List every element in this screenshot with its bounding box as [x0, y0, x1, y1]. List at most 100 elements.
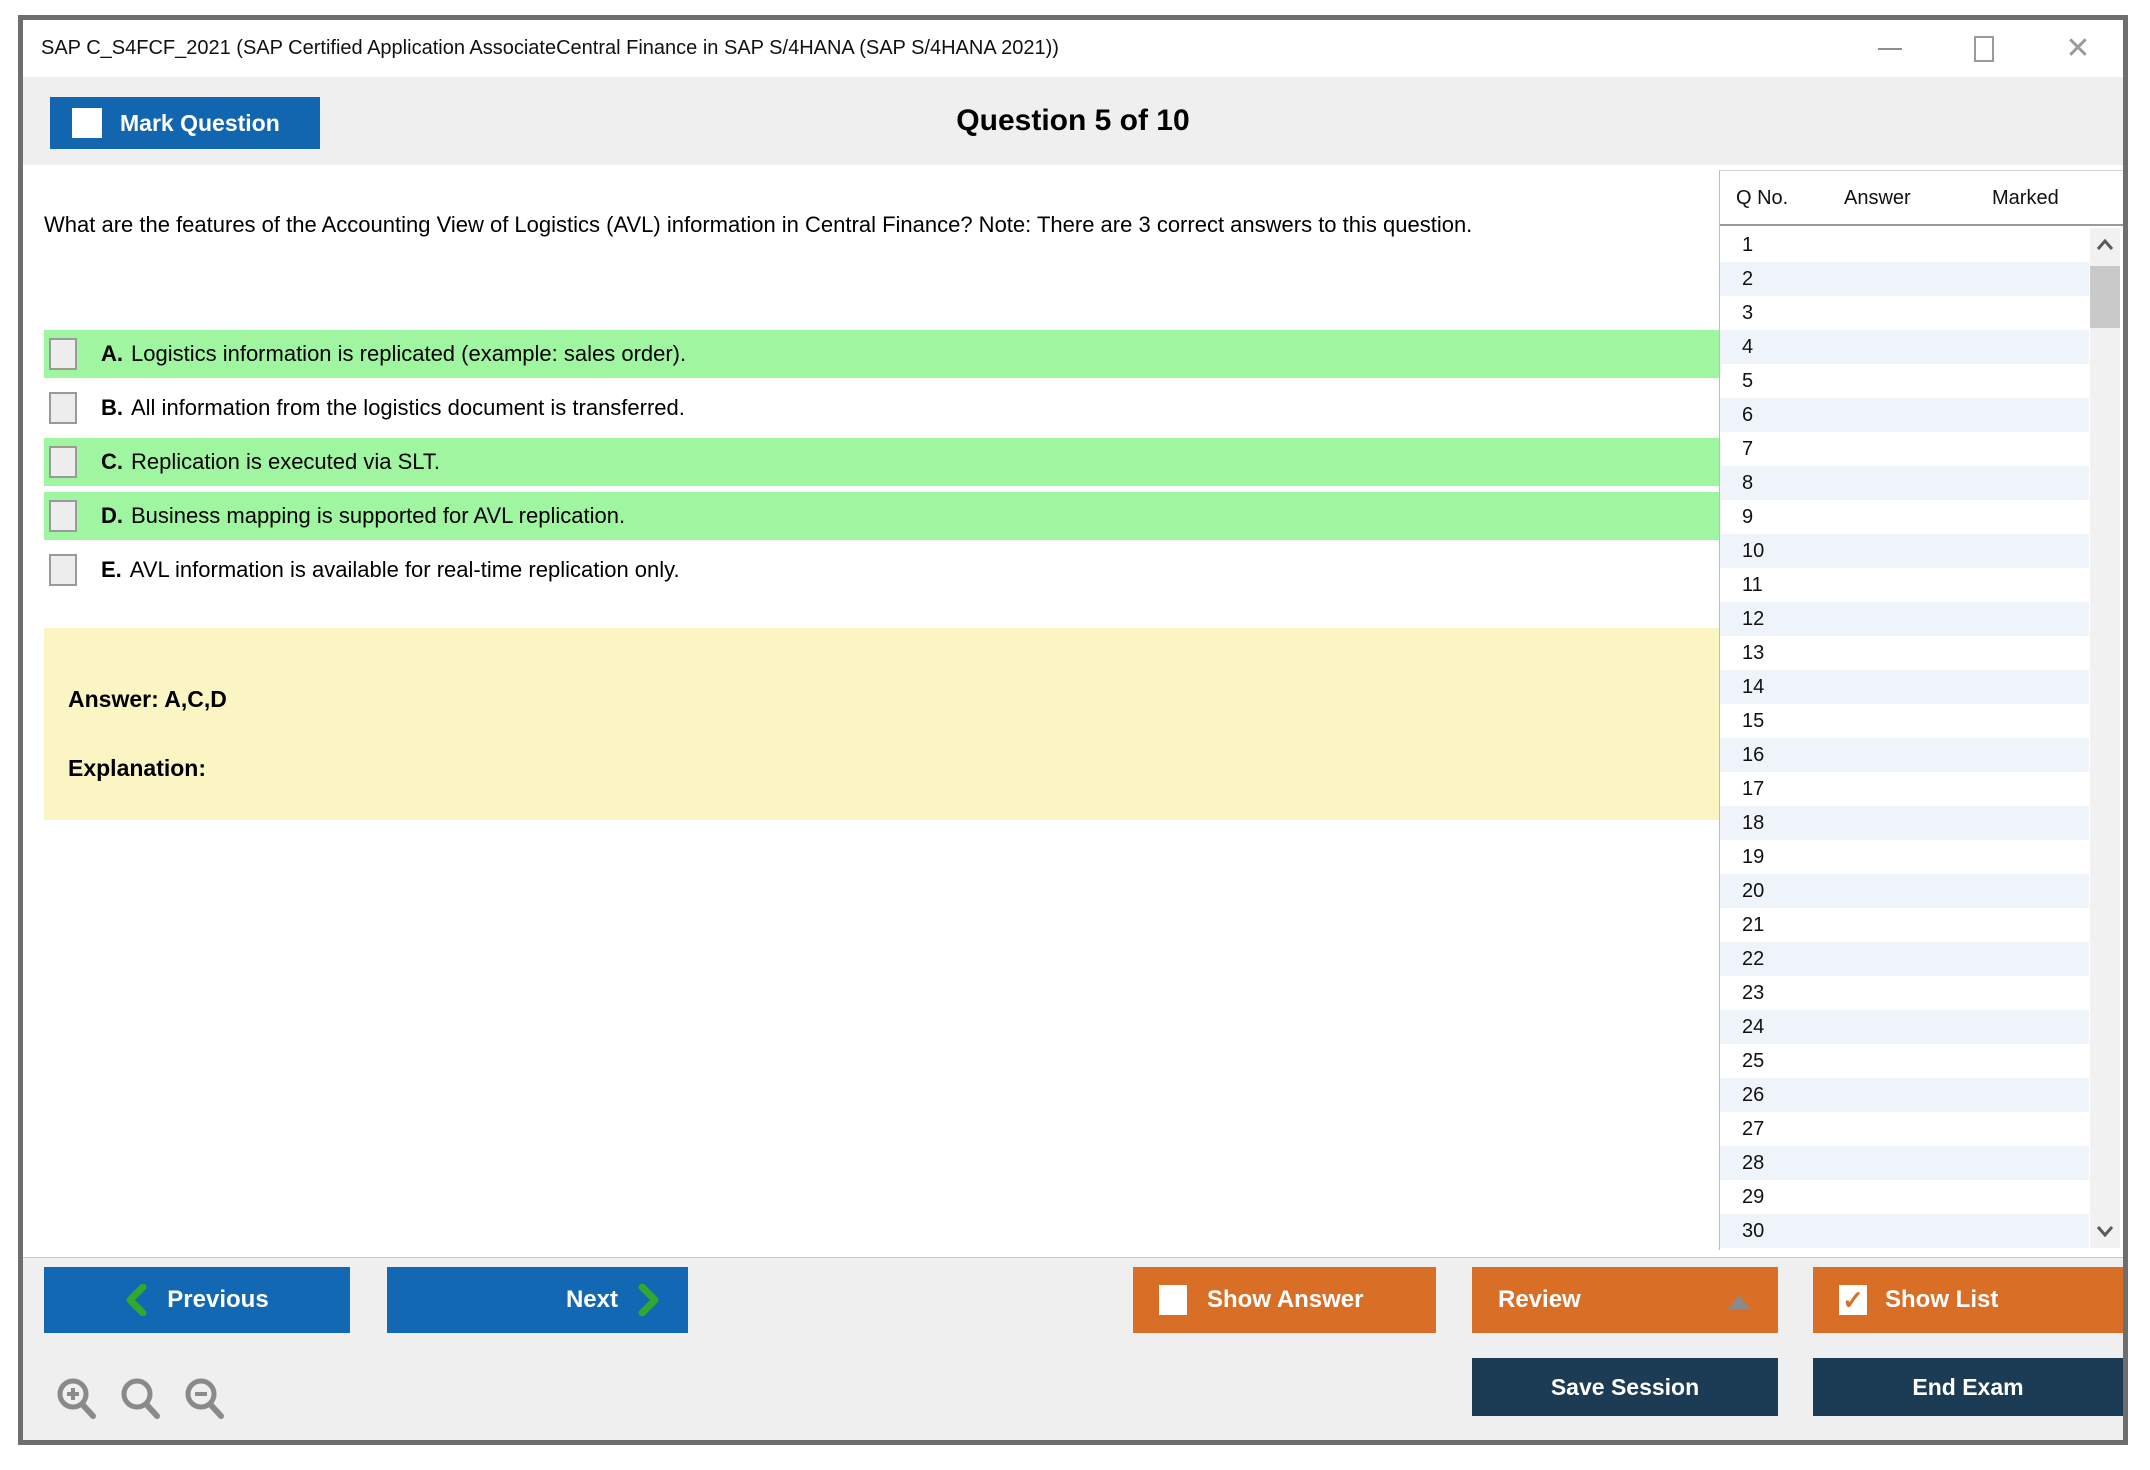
show-answer-button[interactable]: Show Answer: [1133, 1267, 1436, 1333]
question-list-row[interactable]: 14: [1720, 670, 2089, 704]
show-answer-checkbox[interactable]: [1159, 1285, 1187, 1315]
question-list-row[interactable]: 28: [1720, 1146, 2089, 1180]
review-button[interactable]: Review: [1472, 1267, 1778, 1333]
question-list-row[interactable]: 17: [1720, 772, 2089, 806]
caret-up-icon: [1728, 1295, 1750, 1309]
previous-label: Previous: [167, 1286, 269, 1313]
row-question-number: 8: [1742, 471, 1754, 494]
question-list-row[interactable]: 24: [1720, 1010, 2089, 1044]
answer-box: Answer: A,C,D Explanation:: [44, 628, 1720, 820]
question-list-row[interactable]: 10: [1720, 534, 2089, 568]
scroll-down-icon[interactable]: [2090, 1216, 2120, 1246]
question-list-row[interactable]: 22: [1720, 942, 2089, 976]
zoom-in-icon[interactable]: [53, 1376, 101, 1424]
answer-option[interactable]: C. Replication is executed via SLT.: [44, 438, 1720, 486]
question-list-row[interactable]: 19: [1720, 840, 2089, 874]
question-list-row[interactable]: 20: [1720, 874, 2089, 908]
row-question-number: 5: [1742, 369, 1754, 392]
option-letter: E.: [101, 557, 122, 582]
question-list-row[interactable]: 23: [1720, 976, 2089, 1010]
question-list-row[interactable]: 18: [1720, 806, 2089, 840]
show-list-checkbox[interactable]: ✓: [1839, 1285, 1867, 1315]
question-list-row[interactable]: 11: [1720, 568, 2089, 602]
column-header-qno: Q No.: [1736, 187, 1789, 209]
question-list-row[interactable]: 25: [1720, 1044, 2089, 1078]
row-question-number: 18: [1742, 811, 1765, 834]
mark-question-button[interactable]: Mark Question: [50, 97, 320, 149]
question-list-row[interactable]: 15: [1720, 704, 2089, 738]
column-header-marked: Marked: [1992, 187, 2059, 209]
row-question-number: 21: [1742, 913, 1765, 936]
option-letter: B.: [101, 395, 123, 420]
header-strip: Question 5 of 10 Mark Question: [23, 77, 2123, 165]
row-question-number: 14: [1742, 675, 1765, 698]
zoom-toolbar: [53, 1376, 229, 1424]
question-list-row[interactable]: 9: [1720, 500, 2089, 534]
option-text: Logistics information is replicated (exa…: [131, 341, 687, 366]
end-exam-label: End Exam: [1912, 1373, 2024, 1400]
question-list-row[interactable]: 2: [1720, 262, 2089, 296]
question-list-row[interactable]: 1: [1720, 228, 2089, 262]
question-list-scrollbar[interactable]: [2090, 228, 2120, 1248]
answer-text: Answer: A,C,D: [68, 686, 227, 712]
row-question-number: 19: [1742, 845, 1765, 868]
maximize-icon[interactable]: [1969, 34, 1999, 64]
question-list-row[interactable]: 3: [1720, 296, 2089, 330]
answer-option[interactable]: D. Business mapping is supported for AVL…: [44, 492, 1720, 540]
question-list-row[interactable]: 29: [1720, 1180, 2089, 1214]
zoom-out-icon[interactable]: [181, 1376, 229, 1424]
mark-question-checkbox[interactable]: [72, 108, 102, 138]
row-question-number: 24: [1742, 1015, 1765, 1038]
option-checkbox[interactable]: [49, 554, 77, 586]
minimize-icon[interactable]: [1875, 34, 1905, 64]
question-area: What are the features of the Accounting …: [23, 165, 2123, 1257]
zoom-reset-icon[interactable]: [117, 1376, 165, 1424]
question-list-row[interactable]: 27: [1720, 1112, 2089, 1146]
row-question-number: 23: [1742, 981, 1765, 1004]
option-checkbox[interactable]: [49, 446, 77, 478]
question-list-row[interactable]: 30: [1720, 1214, 2089, 1248]
previous-button[interactable]: Previous: [44, 1267, 350, 1333]
end-exam-button[interactable]: End Exam: [1813, 1358, 2123, 1416]
row-question-number: 9: [1742, 505, 1754, 528]
next-button[interactable]: Next: [387, 1267, 688, 1333]
scrollbar-thumb[interactable]: [2090, 266, 2120, 328]
question-counter: Question 5 of 10: [956, 104, 1190, 137]
option-text: All information from the logistics docum…: [131, 395, 685, 420]
row-question-number: 22: [1742, 947, 1765, 970]
show-list-button[interactable]: ✓ Show List: [1813, 1267, 2123, 1333]
row-question-number: 7: [1742, 437, 1754, 460]
question-list-row[interactable]: 4: [1720, 330, 2089, 364]
row-question-number: 15: [1742, 709, 1765, 732]
title-bar[interactable]: SAP C_S4FCF_2021 (SAP Certified Applicat…: [23, 20, 2123, 77]
explanation-label: Explanation:: [68, 755, 207, 781]
row-question-number: 27: [1742, 1117, 1765, 1140]
answer-option[interactable]: E. AVL information is available for real…: [44, 546, 1720, 594]
row-question-number: 13: [1742, 641, 1765, 664]
question-list-row[interactable]: 16: [1720, 738, 2089, 772]
option-text: Replication is executed via SLT.: [131, 449, 440, 474]
question-text: What are the features of the Accounting …: [44, 212, 1473, 237]
option-checkbox[interactable]: [49, 338, 77, 370]
question-list-row[interactable]: 21: [1720, 908, 2089, 942]
option-text: Business mapping is supported for AVL re…: [131, 503, 626, 528]
row-question-number: 30: [1742, 1219, 1765, 1242]
option-checkbox[interactable]: [49, 392, 77, 424]
question-list-row[interactable]: 26: [1720, 1078, 2089, 1112]
question-list-panel: Q No. Answer Marked 1 2 3 4 5 6 7 8: [1719, 170, 2123, 1250]
answer-option[interactable]: B. All information from the logistics do…: [44, 384, 1720, 432]
window-controls: ✕: [1875, 20, 2093, 77]
question-list-row[interactable]: 8: [1720, 466, 2089, 500]
mark-question-label: Mark Question: [120, 109, 280, 136]
question-list-row[interactable]: 5: [1720, 364, 2089, 398]
row-question-number: 2: [1742, 267, 1754, 290]
close-icon[interactable]: ✕: [2065, 31, 2091, 65]
answer-option[interactable]: A. Logistics information is replicated (…: [44, 330, 1720, 378]
question-list-row[interactable]: 6: [1720, 398, 2089, 432]
scroll-up-icon[interactable]: [2090, 230, 2120, 260]
question-list-row[interactable]: 7: [1720, 432, 2089, 466]
option-checkbox[interactable]: [49, 500, 77, 532]
question-list-row[interactable]: 13: [1720, 636, 2089, 670]
save-session-button[interactable]: Save Session: [1472, 1358, 1778, 1416]
question-list-row[interactable]: 12: [1720, 602, 2089, 636]
